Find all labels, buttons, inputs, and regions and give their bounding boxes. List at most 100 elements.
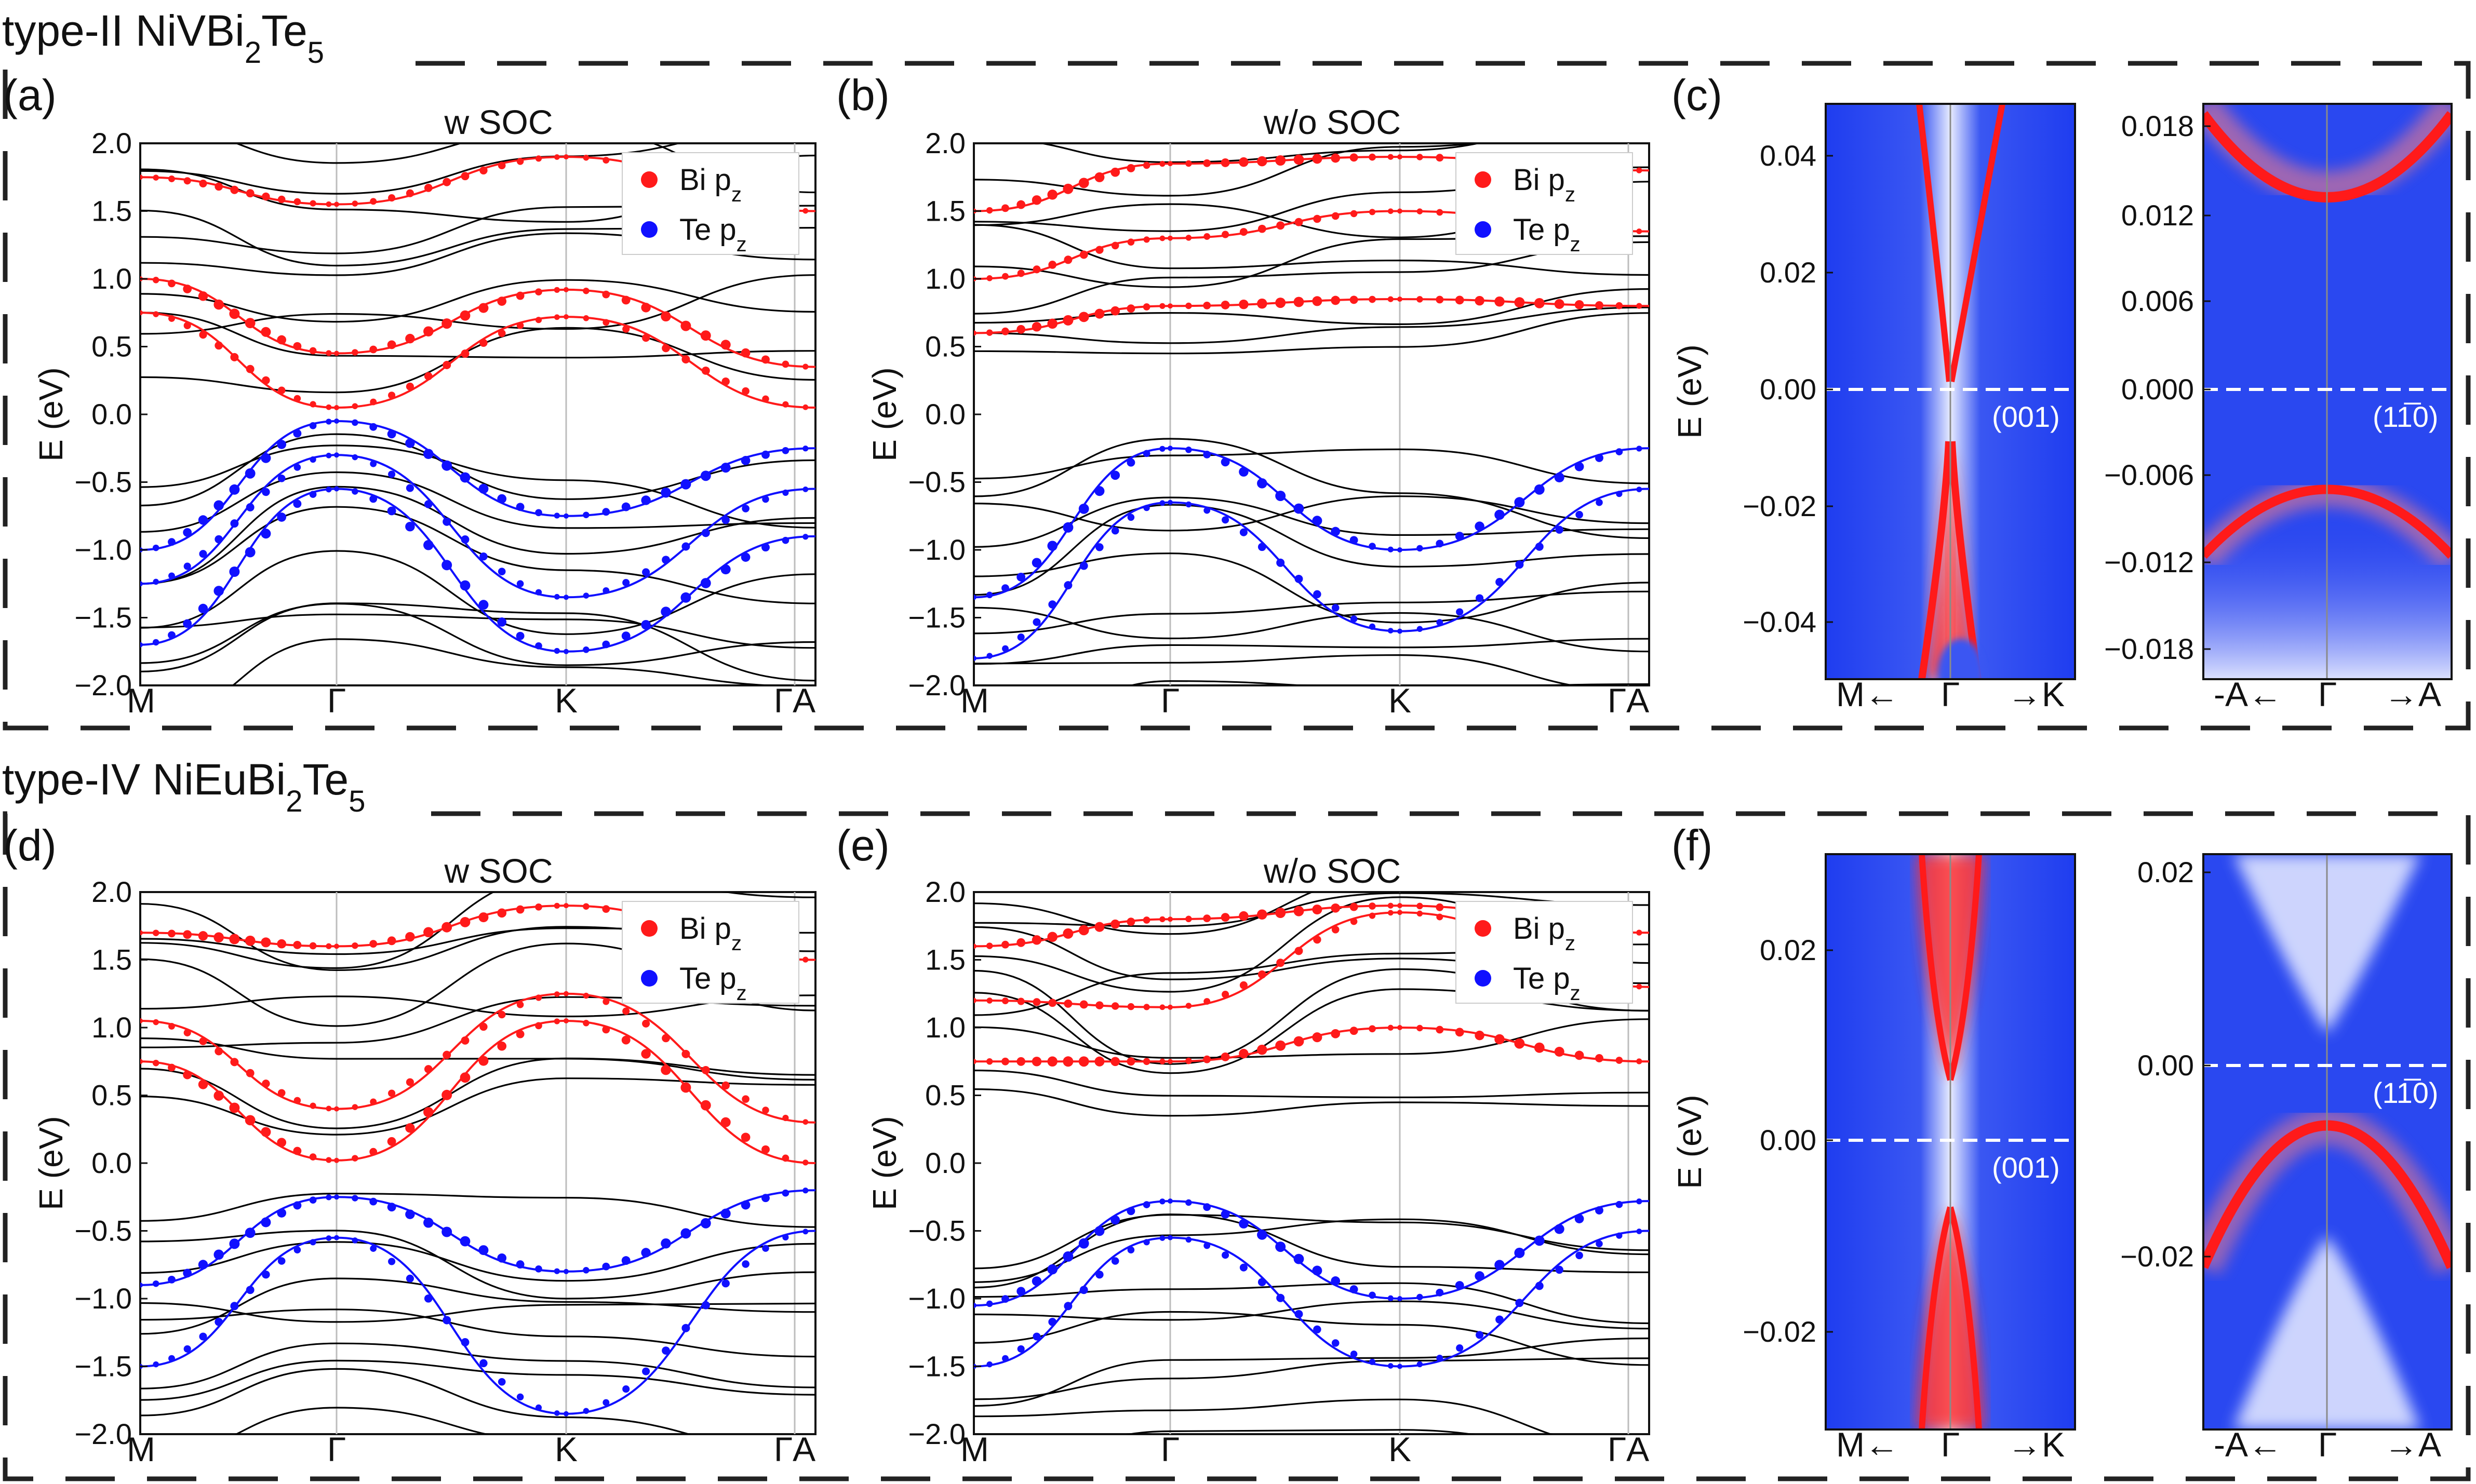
weight-dot-d <box>602 905 610 913</box>
weight-dot-d <box>245 1227 256 1238</box>
weight-dot-a <box>602 640 610 649</box>
weight-dot-b <box>1016 572 1026 582</box>
weight-dot-a <box>622 579 630 587</box>
spec-ytick-label-f2-2: −0.02 <box>2120 1240 2194 1273</box>
weight-dot-a <box>293 198 301 206</box>
weight-dot-a <box>423 540 434 550</box>
weight-dot-a <box>461 349 470 358</box>
weight-dot-a <box>498 568 506 576</box>
weight-dot-e <box>1475 1030 1484 1041</box>
weight-dot-a <box>168 572 175 579</box>
weight-dot-b <box>1636 228 1642 234</box>
weight-dot-a <box>168 538 176 546</box>
weight-dot-d <box>498 1010 506 1019</box>
weight-dot-e <box>1110 919 1120 929</box>
weight-dot-a <box>406 189 414 197</box>
weight-dot-b <box>1257 156 1267 167</box>
band-line-b-3 <box>974 606 1649 653</box>
weight-dot-b <box>1203 450 1211 458</box>
weight-dot-e <box>1313 1325 1321 1334</box>
ytick-label-a-4: 0.0 <box>91 398 132 430</box>
weight-dot-d <box>370 1245 377 1252</box>
weight-dot-e <box>1127 918 1135 926</box>
weight-dot-d <box>199 1332 207 1341</box>
weight-dot-d <box>168 929 176 938</box>
weight-dot-a <box>802 363 809 370</box>
weight-dot-a <box>460 310 471 321</box>
weight-dot-a <box>293 395 301 402</box>
spectral-frame-f1 <box>1825 853 2076 1431</box>
weight-dot-e <box>1168 1059 1173 1064</box>
weight-dot-b <box>1636 167 1642 173</box>
weight-dot-e <box>1387 1363 1394 1369</box>
weight-dot-d <box>215 1047 223 1056</box>
weight-dot-d <box>230 1302 239 1311</box>
weight-dot-a <box>352 488 358 495</box>
weight-dot-b <box>1111 527 1119 535</box>
weight-dot-d <box>441 1226 452 1237</box>
spectral-frame-c2 <box>2202 103 2453 680</box>
ytick-label-b-7: −1.5 <box>908 601 966 634</box>
weight-dot-e <box>1416 902 1423 910</box>
weight-dot-b <box>1048 600 1057 609</box>
weight-dot-d <box>262 1270 270 1279</box>
legend-label-a-1: Te pz <box>679 213 747 256</box>
weight-dot-d <box>497 1253 507 1263</box>
weight-dot-d <box>153 1019 159 1026</box>
kpoint-label-e-2: K <box>1388 1430 1411 1468</box>
band-line-e-5 <box>974 1311 1649 1366</box>
weight-dot-b <box>1017 633 1025 641</box>
weight-dot-a <box>516 158 524 165</box>
weight-dot-b <box>1293 154 1304 165</box>
weight-dot-b <box>1436 295 1444 304</box>
band-line-b-16 <box>974 312 1649 355</box>
weight-dot-d <box>261 937 271 948</box>
band-line-e-4 <box>974 1337 1649 1407</box>
weight-dot-b <box>1047 318 1058 329</box>
weight-dot-a <box>741 552 751 562</box>
spectral-panel-c-001: (001) <box>1826 104 2075 679</box>
weight-dot-a <box>478 303 489 313</box>
weight-dot-a <box>478 483 489 494</box>
series-line-e-1 <box>974 1230 1649 1368</box>
weight-dot-e <box>1387 910 1394 916</box>
legend-label-b-1: Te pz <box>1513 213 1581 256</box>
weight-dot-d <box>720 1208 731 1219</box>
weight-dot-e <box>1048 1317 1057 1326</box>
weight-dot-a <box>720 564 731 575</box>
weight-dot-a <box>309 491 317 498</box>
spec-ytick-label-c1-1: 0.02 <box>1760 256 1816 289</box>
weight-dot-e <box>1615 1057 1623 1064</box>
weight-dot-a <box>310 200 316 207</box>
weight-dot-a <box>262 488 270 496</box>
weight-dot-e <box>1002 997 1009 1005</box>
weight-dot-b <box>1294 218 1303 226</box>
weight-dot-b <box>1636 446 1642 452</box>
weight-dot-a <box>554 154 560 160</box>
weight-dot-b <box>1436 619 1443 626</box>
weight-dot-b <box>1416 208 1423 214</box>
panel-letter-f: (f) <box>1671 821 1712 870</box>
weight-dot-e <box>986 1361 993 1368</box>
weight-dot-d <box>662 1034 670 1043</box>
weight-dot-e <box>1110 1057 1120 1067</box>
weight-dot-d <box>479 1359 488 1368</box>
weight-dot-a <box>564 154 569 160</box>
weight-dot-d <box>583 1267 590 1274</box>
ylabel-b: E (eV) <box>866 367 903 461</box>
weight-dot-b <box>1064 581 1073 590</box>
weight-dot-e <box>1397 910 1402 915</box>
weight-dot-a <box>261 453 271 463</box>
weight-dot-e <box>1064 999 1073 1008</box>
band-line-d-2 <box>140 1368 692 1434</box>
weight-dot-b <box>1387 546 1394 552</box>
weight-dot-a <box>583 315 590 321</box>
weight-dot-a <box>554 593 560 600</box>
weight-dot-e <box>1222 991 1229 999</box>
weight-dot-d <box>326 1194 332 1200</box>
spec-xlabel-f1-2: →K <box>2007 1425 2065 1464</box>
weight-dot-e <box>1574 1214 1584 1223</box>
weight-dot-a <box>554 314 560 320</box>
spec-ytick-label-f2-1: 0.00 <box>2137 1049 2194 1082</box>
